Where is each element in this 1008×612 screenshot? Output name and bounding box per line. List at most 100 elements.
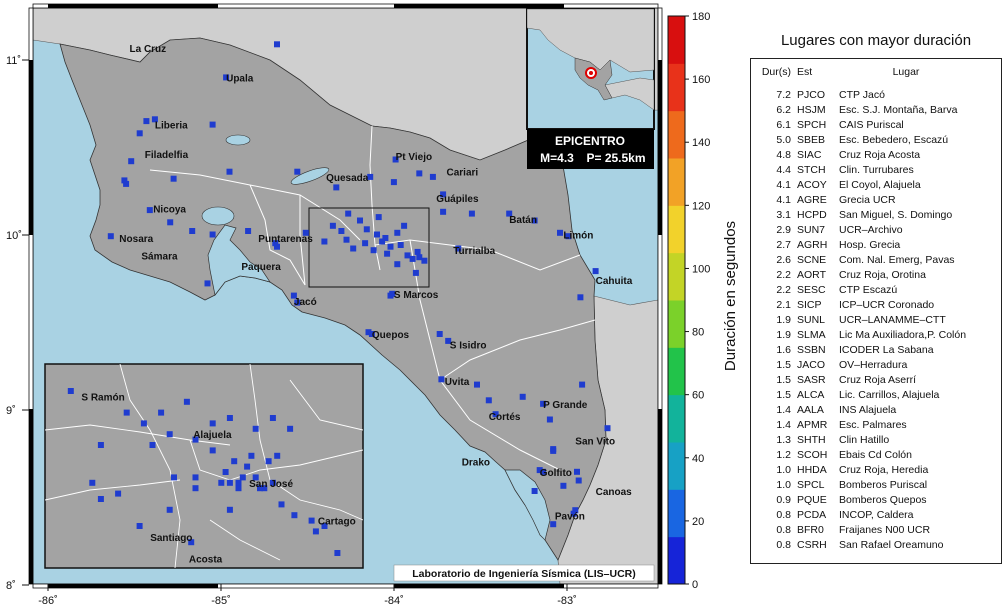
station-marker — [382, 235, 389, 241]
station-marker — [290, 292, 297, 299]
station-marker — [440, 191, 447, 198]
legend-row-station: AORT — [797, 269, 826, 281]
inset-station-marker — [222, 469, 229, 475]
city-label: Quepos — [372, 330, 410, 341]
station-marker — [565, 233, 572, 240]
station-marker — [401, 222, 408, 229]
city-label: San Vito — [575, 436, 615, 447]
station-marker — [368, 331, 375, 337]
legend-row: 4.1 AGRE Grecia UCR — [751, 193, 1001, 208]
station-marker — [189, 228, 196, 234]
legend-header-dur: Dur(s) — [761, 66, 791, 78]
inset-city-labels: S Ramón Alajuela San José Santiago Cartago Ac… — [81, 392, 355, 565]
legend-row-station: SPCH — [797, 119, 827, 131]
inset-station-marker — [97, 442, 104, 448]
station-marker — [540, 468, 547, 475]
colorbar-segment — [668, 536, 685, 585]
legend-row-duration: 1.5 — [776, 389, 791, 401]
colorbar-label: Duración en segundos — [722, 221, 739, 371]
city-label: Nosara — [119, 234, 153, 245]
legend-row-place: Lic. Carrillos, Alajuela — [839, 389, 940, 401]
legend-row-station: SUN7 — [797, 224, 826, 236]
lat-tick-label: 9˚ — [6, 405, 16, 417]
legend-row-duration: 1.4 — [776, 404, 791, 416]
legend-row-place: ICP–UCR Coronado — [839, 299, 935, 311]
legend-row: 2.1 SICP ICP–UCR Coronado — [751, 298, 1001, 313]
station-marker — [412, 269, 419, 276]
legend-row-place: Cruz Roja, Orotina — [839, 269, 926, 281]
inset-station-marker — [321, 523, 328, 529]
colorbar-segment — [668, 442, 685, 490]
station-marker — [394, 261, 401, 268]
station-marker — [485, 397, 492, 404]
legend-row-station: AGRH — [797, 239, 828, 251]
inset-station-marker — [192, 436, 199, 443]
station-marker — [294, 299, 301, 306]
legend-row: 1.9 SUNL UCR–LANAMME–CTT — [751, 313, 1001, 328]
inset-station-marker — [269, 415, 276, 421]
station-marker — [123, 180, 130, 187]
legend-row: 1.2 SCOH Ebais Cd Colón — [751, 448, 1001, 463]
station-marker — [329, 222, 336, 229]
legend-row-place: San Rafael Oreamuno — [839, 539, 944, 551]
zoom-region-box — [308, 207, 430, 288]
legend-row: 6.2 HSJM Esc. S.J. Montaña, Barva — [751, 103, 1001, 118]
inset-station-marker — [115, 490, 122, 497]
city-label: S Marcos — [394, 290, 439, 301]
inset-station-marker — [192, 474, 199, 481]
legend-row-duration: 1.0 — [776, 464, 791, 476]
station-marker — [397, 242, 404, 248]
station-marker — [592, 268, 599, 275]
legend-row-duration: 0.8 — [776, 509, 791, 521]
locator-panama — [604, 77, 654, 111]
legend-row: 4.8 SIAC Cruz Roja Acosta — [751, 148, 1001, 163]
legend-row-station: SBEB — [797, 134, 826, 146]
colorbar-tick-label: 40 — [692, 453, 704, 465]
colorbar-tick-label: 100 — [692, 263, 710, 275]
city-label: Pt Viejo — [396, 152, 433, 163]
city-label: Drako — [462, 457, 490, 468]
legend-row: 4.1 ACOY El Coyol, Alajuela — [751, 178, 1001, 193]
inset-station-marker — [261, 485, 268, 492]
legend-row-station: SCNE — [797, 254, 827, 266]
main-city-labels: La Cruz Upala Liberia Filadelfia Quesada Pt V… — [119, 44, 632, 523]
station-marker — [438, 376, 445, 383]
legend-row-station: ACOY — [797, 179, 827, 191]
lake-nicaragua-edge — [225, 134, 251, 146]
inset-station-marker — [140, 420, 147, 427]
station-marker — [209, 231, 216, 238]
legend-row-station: SCOH — [797, 449, 828, 461]
inset-station-marker — [252, 425, 259, 432]
legend-row-station: CSRH — [797, 539, 827, 551]
station-marker — [375, 214, 382, 221]
epicenter-label: EPICENTRO — [555, 134, 625, 148]
city-label: P Grande — [543, 400, 588, 411]
inset-station-marker — [291, 512, 298, 519]
station-marker — [429, 173, 436, 180]
inset-station-marker — [183, 398, 190, 405]
colorbar-segment — [668, 205, 685, 254]
legend-row-duration: 1.2 — [776, 449, 791, 461]
city-label: Upala — [226, 73, 254, 84]
inset-station-marker — [265, 458, 272, 465]
epicenter-magnitude: M=4.3 — [540, 151, 574, 165]
inset-city-label: Alajuela — [193, 430, 232, 441]
station-marker — [272, 240, 279, 247]
legend-row-place: Esc. Bebedero, Escazú — [839, 134, 949, 146]
inset-station-marker — [67, 388, 74, 394]
station-marker — [557, 229, 563, 236]
legend-row-station: ALCA — [797, 389, 825, 401]
inset-station-marker — [226, 506, 233, 513]
city-label: Sámara — [141, 251, 178, 262]
station-marker — [572, 507, 579, 514]
station-marker — [136, 130, 143, 137]
inset-station-marker — [278, 501, 285, 508]
legend-row-station: PQUE — [797, 494, 827, 506]
colorbar-tick-label: 160 — [692, 74, 710, 86]
inset-station-marker — [209, 420, 216, 427]
legend-row: 3.1 HCPD San Miguel, S. Domingo — [751, 208, 1001, 223]
legend-row-station: SUNL — [797, 314, 826, 326]
legend-row: 1.5 JACO OV–Herradura — [751, 358, 1001, 373]
inset-city-label: Santiago — [150, 533, 192, 544]
station-marker — [579, 381, 586, 388]
